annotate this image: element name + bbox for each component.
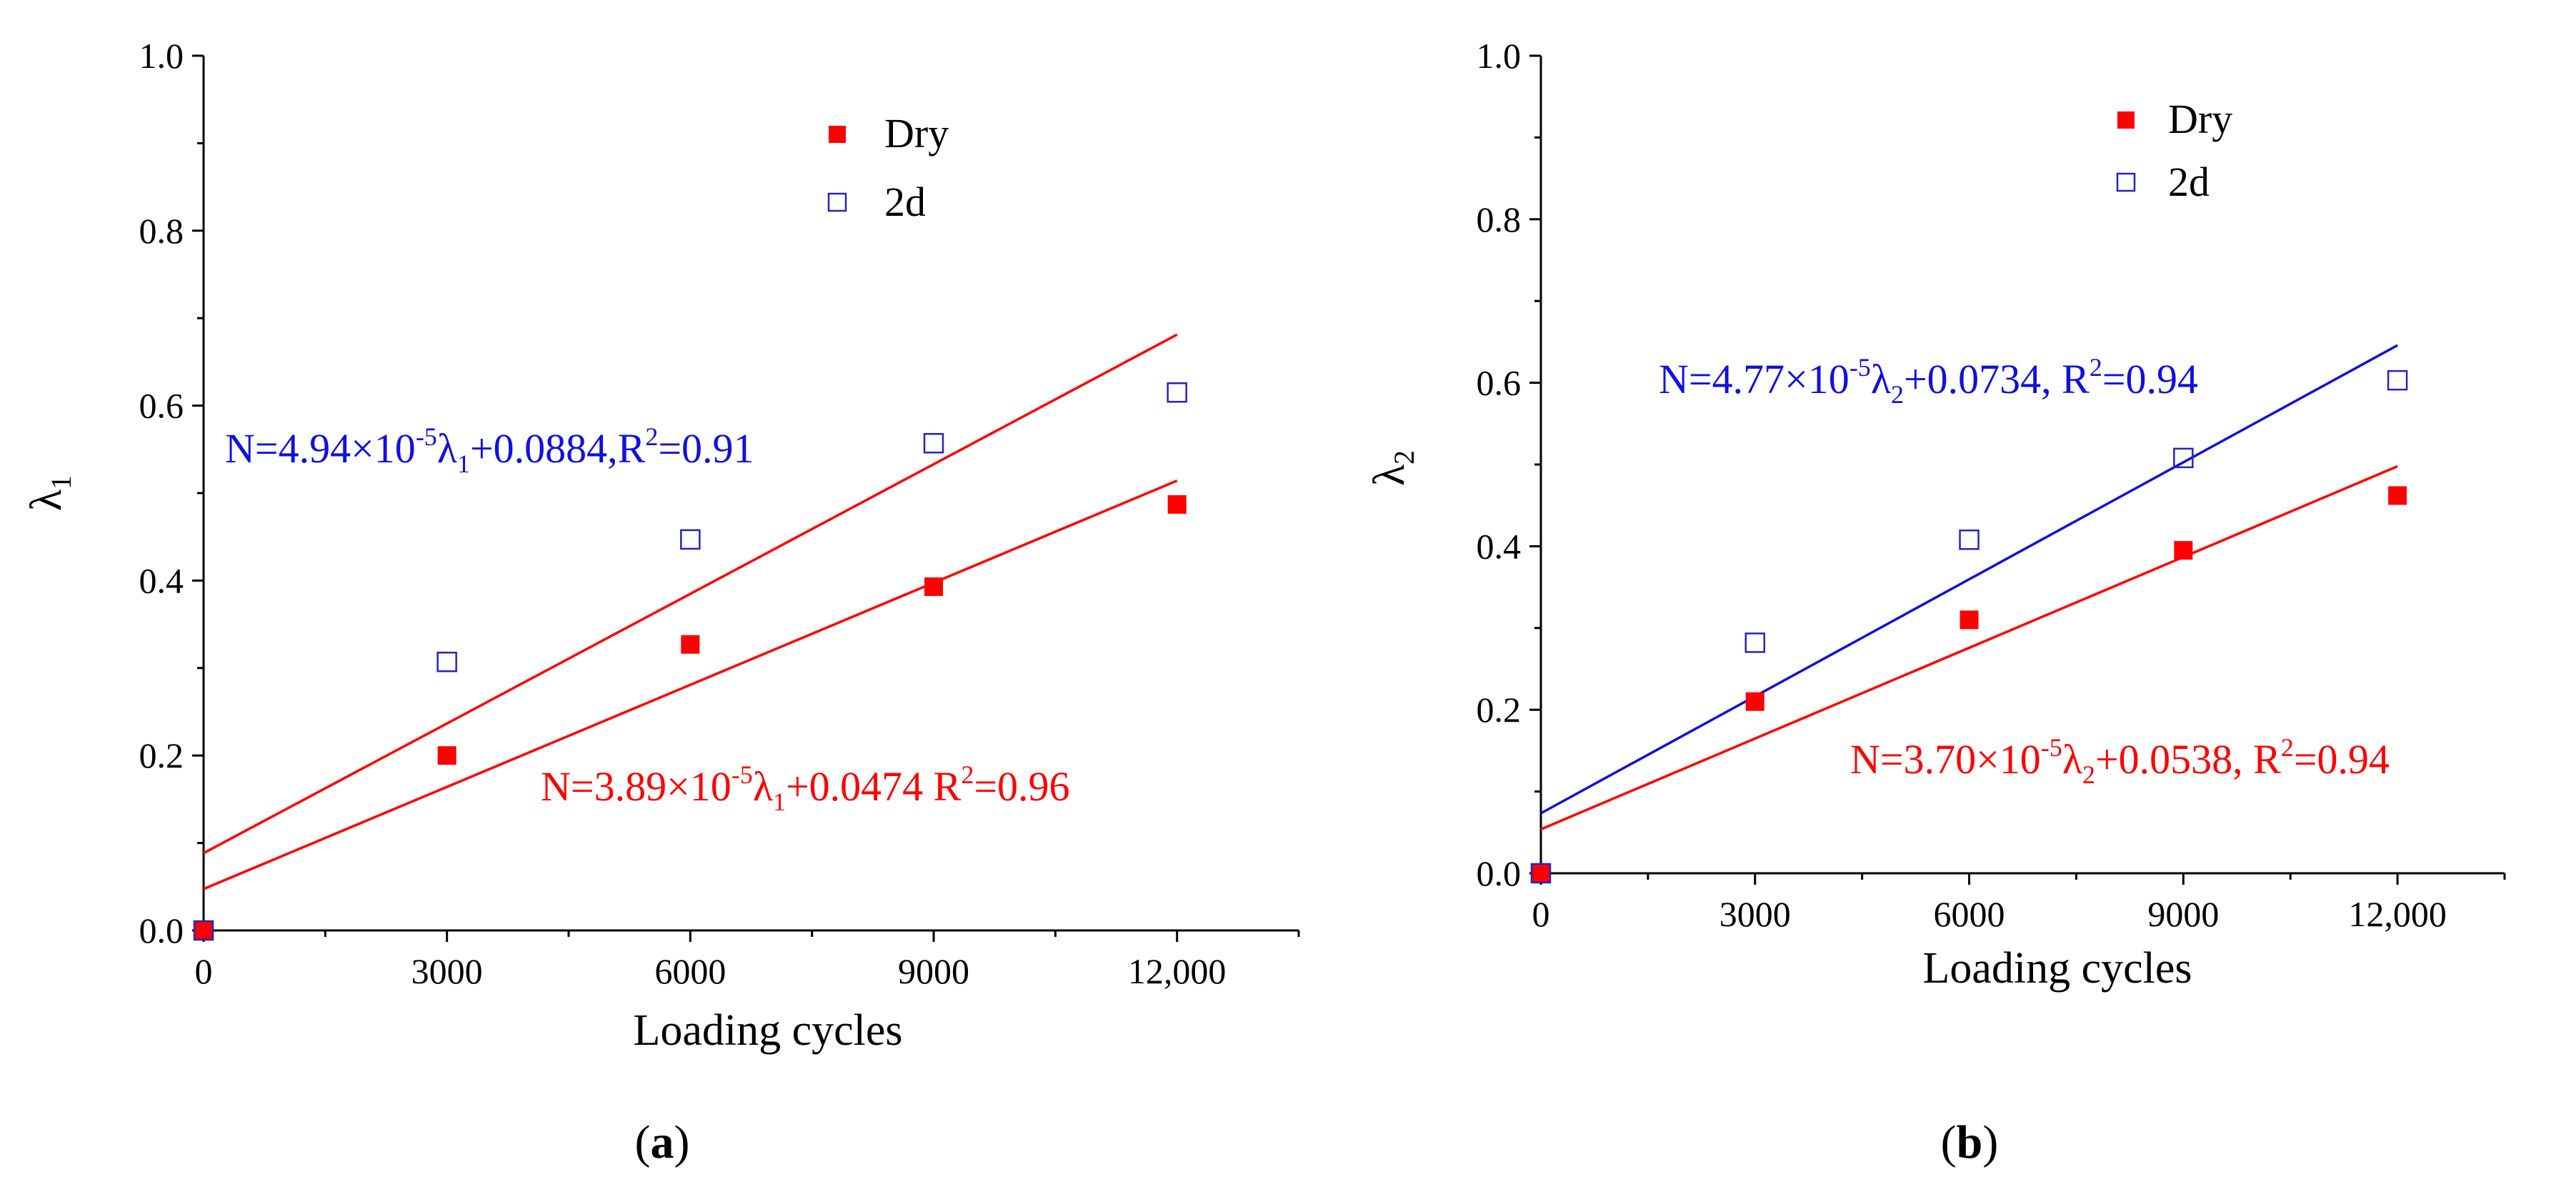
fit-equation-2d: N=4.94×10-5λ1+0.0884,R2=0.91 xyxy=(225,422,754,478)
y-tick-label: 0.0 xyxy=(1477,853,1522,893)
x-axis-title: Loading cycles xyxy=(633,1006,902,1055)
data-point-2d xyxy=(923,432,944,454)
data-point-2d xyxy=(2173,447,2194,469)
data-point-dry xyxy=(924,577,943,596)
y-tick-label: 0.6 xyxy=(1477,363,1522,403)
x-tick-label: 6000 xyxy=(1934,894,2005,934)
y-tick-label: 0.2 xyxy=(139,735,184,775)
data-point-dry xyxy=(437,746,456,765)
x-tick-label: 9000 xyxy=(898,951,969,991)
x-tick-label: 6000 xyxy=(654,951,726,991)
data-point-2d xyxy=(193,920,214,941)
panel-label: (a) xyxy=(635,1116,690,1168)
y-tick-label: 1.0 xyxy=(1477,36,1522,76)
legend-label-dry: Dry xyxy=(884,110,949,157)
data-point-2d xyxy=(1167,382,1187,403)
y-tick-label: 0.0 xyxy=(139,910,184,950)
data-point-2d xyxy=(1959,529,1980,550)
x-tick-label: 3000 xyxy=(411,951,483,991)
x-tick-label: 12,000 xyxy=(1128,951,1227,991)
data-point-2d xyxy=(680,529,701,550)
data-point-2d xyxy=(436,651,457,672)
legend-label-2d: 2d xyxy=(2168,159,2210,205)
legend-marker-dry xyxy=(829,126,846,143)
data-point-dry xyxy=(2388,486,2407,505)
legend-label-dry: Dry xyxy=(2168,96,2232,142)
legend-marker-2d xyxy=(2116,172,2136,192)
legend-marker-2d xyxy=(827,192,847,212)
data-point-2d xyxy=(2387,369,2408,391)
y-tick-label: 0.2 xyxy=(1477,690,1522,730)
data-point-dry xyxy=(681,635,700,654)
y-axis-title: λ1 xyxy=(22,475,77,511)
x-tick-label: 9000 xyxy=(2147,894,2219,934)
y-tick-label: 0.4 xyxy=(139,560,184,600)
data-point-dry xyxy=(2174,541,2193,560)
fit-equation-dry: N=3.70×10-5λ2+0.0538, R2=0.94 xyxy=(1850,733,2390,789)
legend-marker-dry xyxy=(2117,111,2135,129)
legend-label-2d: 2d xyxy=(884,179,926,225)
x-tick-label: 0 xyxy=(1532,894,1550,934)
data-point-2d xyxy=(1530,863,1552,884)
x-axis-title: Loading cycles xyxy=(1922,944,2192,993)
fit-equation-2d: N=4.77×10-5λ2+0.0734, R2=0.94 xyxy=(1659,353,2198,409)
y-tick-label: 0.4 xyxy=(1477,526,1522,566)
data-point-dry xyxy=(1745,692,1764,711)
chart-panel-a: 0.0 0.2 0.4 0.6 0.8 1.0 0 3000 6000 9000 12,000 Loa… xyxy=(22,36,1300,1168)
data-point-2d xyxy=(1744,632,1766,653)
fit-equation-dry: N=3.89×10-5λ1+0.0474 R2=0.96 xyxy=(541,760,1070,816)
chart-panel-b: 0.0 0.2 0.4 0.6 0.8 1.0 0 3000 6000 9000 12,000 Loa… xyxy=(1365,36,2506,1168)
data-point-dry xyxy=(1960,610,1979,630)
data-point-dry xyxy=(194,921,213,940)
y-tick-label: 0.8 xyxy=(1477,199,1522,239)
fit-line-dry xyxy=(203,480,1178,890)
x-tick-label: 3000 xyxy=(1719,894,1791,934)
panel-label: (b) xyxy=(1941,1116,1999,1168)
fit-line-dry xyxy=(1540,465,2398,831)
y-tick-label: 0.6 xyxy=(139,386,184,426)
y-tick-label: 1.0 xyxy=(139,36,184,76)
y-axis-title: λ2 xyxy=(1365,450,1420,486)
x-tick-label: 12,000 xyxy=(2348,894,2447,934)
fit-line-2d xyxy=(203,333,1178,855)
data-point-dry xyxy=(1532,864,1550,883)
y-tick-label: 0.8 xyxy=(139,211,184,251)
data-point-dry xyxy=(1167,495,1187,514)
fit-line-2d xyxy=(1540,344,2398,815)
x-tick-label: 0 xyxy=(195,951,213,991)
